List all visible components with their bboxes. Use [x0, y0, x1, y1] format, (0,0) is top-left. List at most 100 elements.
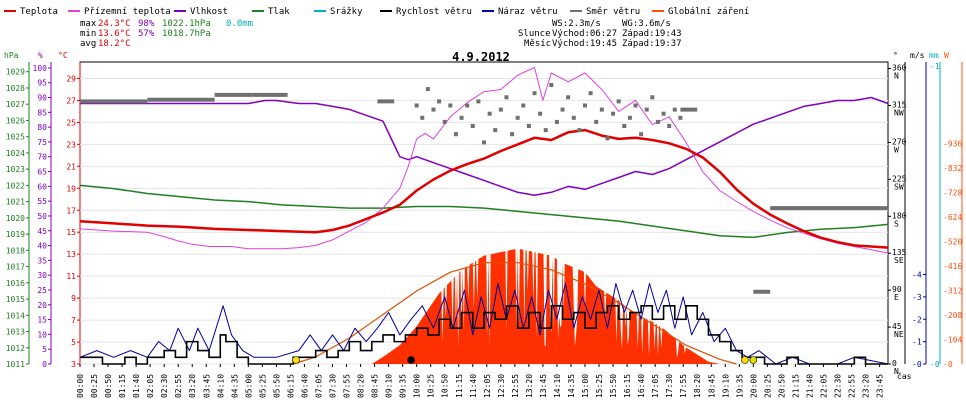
x-tick-label: 18:20: [693, 374, 702, 398]
wind-direction-point: [554, 119, 559, 124]
wind-direction-point: [661, 111, 666, 116]
temperature-axis-tick-label: 5: [71, 338, 76, 347]
legend-label: Vlhkost: [190, 7, 228, 17]
wind-axis-tick-label: -4: [912, 271, 922, 280]
wind-direction-point: [465, 103, 470, 108]
pressure-axis-tick-label: 1021: [6, 198, 25, 207]
pressure-axis-tick-label: 1014: [6, 311, 25, 320]
marker-sunrise: [292, 356, 300, 364]
x-tick-label: 01:40: [132, 374, 141, 398]
x-tick-label: 00:00: [76, 374, 85, 398]
x-tick-label: 09:35: [399, 374, 408, 398]
x-tick-label: 00:50: [104, 374, 113, 398]
radiation-axis-tick-label: -0: [943, 360, 953, 369]
wind-gust-line: [79, 283, 889, 365]
x-tick-label: 07:30: [329, 374, 338, 398]
x-tick-label: 11:40: [469, 374, 478, 398]
x-tick-label: 08:20: [357, 374, 366, 398]
wind-axis-tick-label: -2: [912, 315, 922, 324]
sun-label: Slunce: [518, 29, 551, 39]
unit-deg: °: [893, 51, 898, 60]
wind-direction-point: [622, 124, 627, 129]
humidity-axis-tick-label: 70: [37, 153, 47, 162]
stat-avg-label: avg: [80, 39, 96, 49]
legend-label: Globální záření: [668, 7, 749, 17]
pressure-axis-tick-label: 1023: [6, 165, 25, 174]
direction-axis-dir-label: SW: [894, 182, 904, 191]
x-tick-label: 15:50: [609, 374, 618, 398]
stat-min-label: min: [80, 29, 96, 39]
wind-ws: WS:2.3m/s: [552, 19, 601, 29]
direction-axis-deg-label: 45: [892, 322, 902, 331]
plot-area: [79, 67, 889, 365]
stat-max-press: 1022.1hPa: [162, 19, 211, 29]
pressure-axis-tick-label: 1027: [6, 100, 25, 109]
x-tick-label: 20:50: [777, 374, 786, 398]
x-tick-label: 05:00: [244, 374, 253, 398]
unit-time: čas: [897, 371, 912, 381]
direction-axis-dir-label: N: [894, 72, 899, 81]
wind-direction-point: [571, 115, 576, 120]
moon-set: Západ:19:37: [622, 39, 682, 49]
x-tick-label: 04:35: [230, 374, 239, 398]
wind-wg: WG:3.6m/s: [622, 19, 671, 29]
unit-degc: °C: [58, 51, 68, 60]
x-tick-label: 06:40: [300, 374, 309, 398]
sun-rise: Východ:06:27: [552, 29, 617, 39]
x-tick-label: 05:25: [258, 374, 267, 398]
humidity-axis-tick-label: 30: [37, 271, 47, 280]
wind-direction-point: [487, 111, 492, 116]
direction-axis-deg-label: 180: [892, 211, 907, 220]
temperature-axis-tick-label: 13: [66, 250, 76, 259]
x-tick-label: 01:15: [118, 374, 127, 398]
radiation-axis-tick-label: -104: [943, 336, 962, 345]
wind-direction-point: [543, 128, 548, 133]
temperature-axis-tick-label: 21: [66, 162, 76, 171]
radiation-axis-tick-label: -416: [943, 262, 962, 271]
pressure-axis-tick-label: 1025: [6, 133, 25, 142]
direction-axis-dir-label: E: [894, 293, 899, 302]
temperature-axis-tick-label: 3: [71, 360, 76, 369]
radiation-axis-tick-label: -728: [943, 189, 962, 198]
direction-axis-deg-label: 360: [892, 64, 907, 73]
unit-ms: m/s: [910, 51, 925, 60]
pressure-axis-tick-label: 1020: [6, 214, 25, 223]
wind-direction-point: [437, 99, 442, 104]
direction-axis-deg-label: 315: [892, 100, 907, 109]
temperature-axis-tick-label: 29: [66, 74, 76, 83]
chart-title: 4.9.2012: [452, 50, 510, 64]
x-tick-label: 17:30: [665, 374, 674, 398]
wind-direction-point: [655, 119, 660, 124]
stat-max-hum: 98%: [138, 19, 155, 29]
wind-direction-point: [470, 124, 475, 129]
wind-direction-point: [515, 115, 520, 120]
wind-direction-point: [588, 91, 593, 96]
x-tick-label: 17:55: [679, 374, 688, 398]
humidity-axis-tick-label: 25: [37, 286, 47, 295]
wind-direction-point: [650, 95, 655, 100]
wind-direction-point: [605, 136, 610, 141]
temperature-axis-tick-label: 9: [71, 294, 76, 303]
wind-direction-point: [678, 115, 683, 120]
humidity-axis-tick-label: 5: [42, 345, 47, 354]
sun-set: Západ:19:43: [622, 29, 682, 39]
temperature-axis-tick-label: 7: [71, 316, 76, 325]
wind-direction-point: [577, 128, 582, 133]
x-tick-label: 16:40: [637, 374, 646, 398]
unit-pct: %: [38, 51, 43, 60]
x-tick-label: 16:15: [623, 374, 632, 398]
x-tick-label: 10:25: [427, 374, 436, 398]
x-tick-label: 06:15: [286, 374, 295, 398]
direction-axis-dir-label: S: [894, 219, 899, 228]
wind-direction-point: [594, 119, 599, 124]
rain-axis-tick-label: -1: [930, 62, 940, 71]
direction-axis-deg-label: 135: [892, 248, 907, 257]
wind-direction-point: [498, 107, 503, 112]
humidity-axis-tick-label: 95: [37, 79, 47, 88]
legend-label: Tlak: [268, 7, 290, 17]
x-tick-label: 10:00: [413, 374, 422, 398]
unit-hpa: hPa: [4, 51, 19, 60]
humidity-axis-tick-label: 20: [37, 301, 47, 310]
